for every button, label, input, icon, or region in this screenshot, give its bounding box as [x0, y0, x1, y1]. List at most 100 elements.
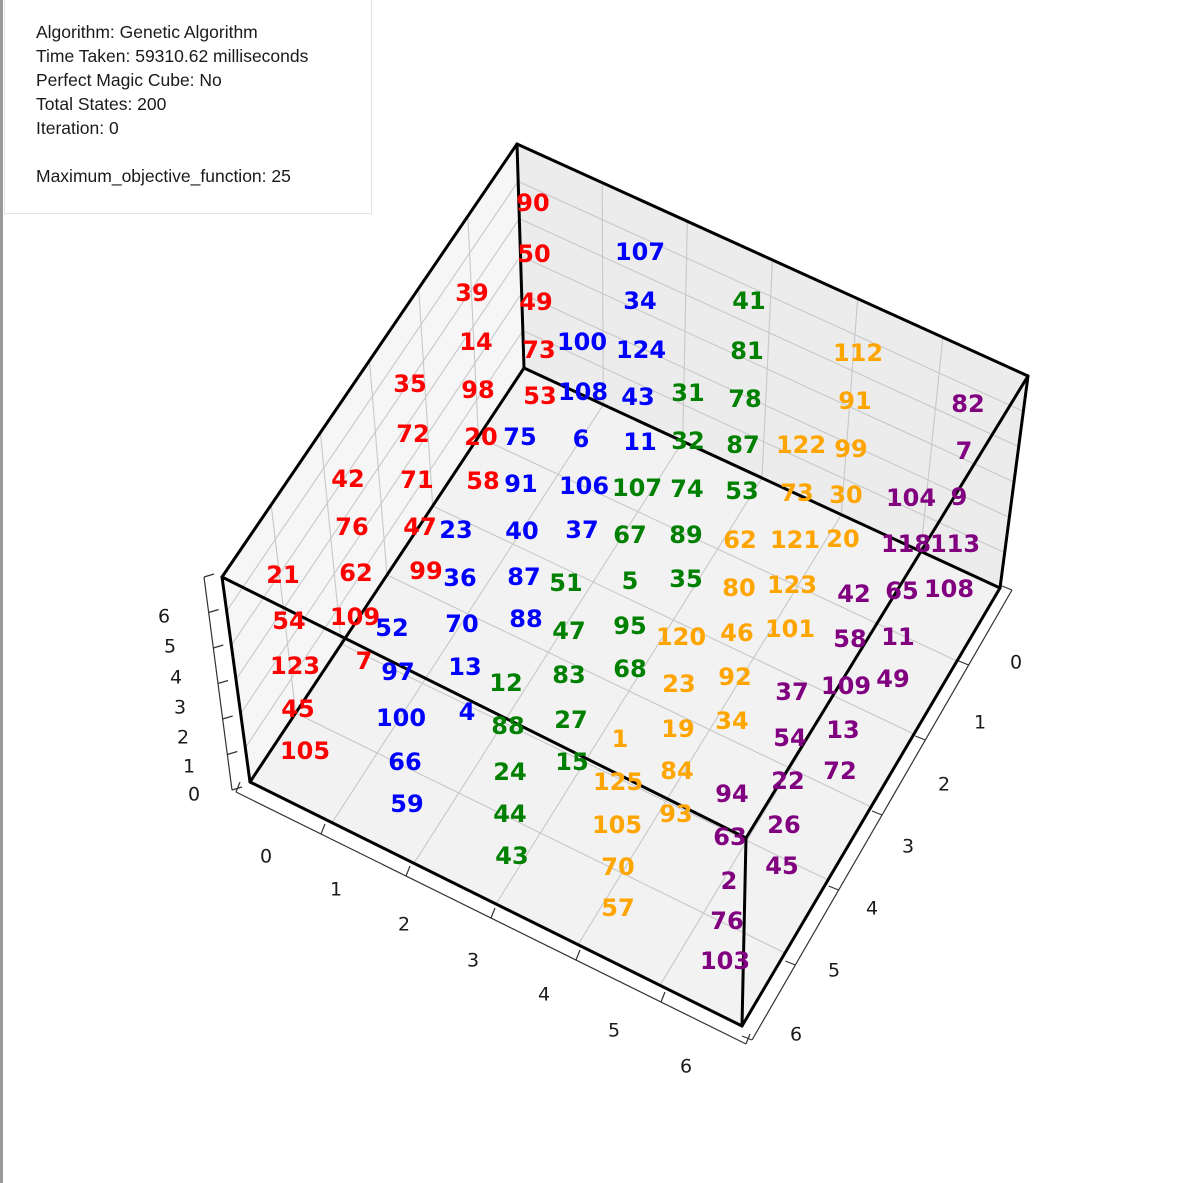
z-tick-label: 1	[183, 756, 195, 778]
cube-number-purple: 22	[771, 767, 804, 795]
cube-number-purple: 104	[886, 484, 936, 512]
cube-number-green: 74	[670, 475, 703, 503]
cube-number-orange: 1	[612, 725, 629, 753]
cube-number-green: 5	[622, 567, 639, 595]
cube-number-red: 58	[466, 467, 499, 495]
wall-grid-line	[517, 180, 1024, 412]
cube-edge	[220, 575, 252, 784]
cube-number-blue: 4	[459, 698, 476, 726]
cube-number-orange: 105	[592, 811, 642, 839]
cube-number-purple: 7	[956, 437, 973, 465]
cube-edge	[220, 575, 748, 840]
cube-number-red: 62	[339, 559, 372, 587]
cube-number-purple: 45	[765, 852, 798, 880]
cube-number-blue: 70	[445, 610, 478, 638]
cube-number-green: 32	[671, 427, 704, 455]
cube-number-red: 53	[523, 382, 556, 410]
cube-number-orange: 57	[601, 894, 634, 922]
cube-edge	[998, 374, 1030, 590]
cube-number-blue: 106	[559, 472, 609, 500]
cube-number-blue: 66	[388, 748, 421, 776]
cube-edge	[515, 142, 526, 370]
cube-number-orange: 19	[661, 715, 694, 743]
cube-number-purple: 37	[775, 678, 808, 706]
cube-number-blue: 87	[507, 563, 540, 591]
perfect-cube-label: Perfect Magic Cube: No	[36, 70, 222, 90]
cube-number-green: 67	[613, 521, 646, 549]
y-tick-label: 1	[974, 712, 986, 734]
cube-number-blue: 6	[573, 425, 590, 453]
cube-number-red: 21	[266, 561, 299, 589]
cube-edge	[220, 142, 519, 579]
cube-number-orange: 101	[765, 615, 815, 643]
cube-number-purple: 63	[713, 823, 746, 851]
cube-number-orange: 112	[833, 339, 883, 367]
cube-number-green: 87	[726, 431, 759, 459]
x-tick-label: 6	[680, 1056, 692, 1078]
cube-number-green: 15	[555, 748, 588, 776]
z-tick-label: 0	[188, 784, 200, 806]
cube-number-purple: 103	[700, 947, 750, 975]
y-tick-label: 5	[828, 960, 840, 982]
cube-number-purple: 94	[715, 780, 748, 808]
z-tick-mark	[208, 608, 219, 614]
cube-number-blue: 107	[615, 238, 665, 266]
cube-number-orange: 99	[834, 435, 867, 463]
cube-number-orange: 62	[723, 526, 756, 554]
total-states-label: Total States: 200	[36, 94, 167, 114]
cube-number-green: 51	[549, 569, 582, 597]
x-tick-mark	[660, 991, 666, 1003]
cube-number-green: 47	[552, 617, 585, 645]
cube-number-orange: 34	[715, 707, 748, 735]
cube-number-red: 105	[280, 737, 330, 765]
cube-number-orange: 46	[720, 619, 753, 647]
cube-number-purple: 108	[924, 575, 974, 603]
z-tick-label: 4	[170, 667, 182, 689]
cube-number-orange: 70	[601, 853, 634, 881]
cube-number-red: 35	[393, 370, 426, 398]
y-tick-mark	[915, 735, 926, 741]
cube-number-blue: 124	[616, 336, 666, 364]
cube-edge	[248, 366, 526, 784]
cube-number-blue: 91	[504, 470, 537, 498]
z-tick-mark	[222, 715, 233, 720]
cube-number-blue: 13	[448, 653, 481, 681]
cube-number-purple: 82	[951, 390, 984, 418]
cube-number-red: 39	[455, 279, 488, 307]
cube-number-red: 54	[272, 607, 305, 635]
cube-number-green: 41	[732, 287, 765, 315]
cube-number-purple: 26	[767, 811, 800, 839]
x-tick-label: 0	[260, 846, 272, 868]
cube-number-red: 45	[281, 695, 314, 723]
cube-number-blue: 108	[558, 378, 608, 406]
cube-number-purple: 72	[823, 757, 856, 785]
algorithm-label: Algorithm: Genetic Algorithm	[36, 22, 258, 42]
cube-number-purple: 76	[710, 907, 743, 935]
cube-number-orange: 93	[659, 800, 692, 828]
cube-number-green: 43	[495, 842, 528, 870]
cube-number-blue: 11	[623, 428, 656, 456]
y-tick-label: 2	[938, 774, 950, 796]
cube-number-blue: 40	[505, 517, 538, 545]
x-tick-label: 4	[538, 984, 550, 1006]
x-tick-mark	[490, 907, 496, 919]
cube-number-purple: 11	[881, 623, 914, 651]
cube-number-orange: 84	[660, 757, 693, 785]
back-wall-pane	[517, 144, 1028, 588]
cube-edge	[740, 586, 1002, 1028]
time-taken-label: Time Taken: 59310.62 milliseconds	[36, 46, 309, 66]
cube-number-green: 107	[612, 474, 662, 502]
x-tick-label: 5	[608, 1020, 620, 1042]
y-tick-label: 3	[902, 836, 914, 858]
cube-number-blue: 52	[375, 614, 408, 642]
cube-number-red: 49	[519, 288, 552, 316]
x-tick-mark	[575, 949, 581, 961]
z-tick-label: 3	[174, 697, 186, 719]
y-tick-mark	[741, 1035, 753, 1041]
cube-number-green: 27	[554, 706, 587, 734]
cube-number-purple: 9	[951, 483, 968, 511]
cube-number-orange: 92	[718, 663, 751, 691]
cube-number-green: 12	[489, 669, 522, 697]
